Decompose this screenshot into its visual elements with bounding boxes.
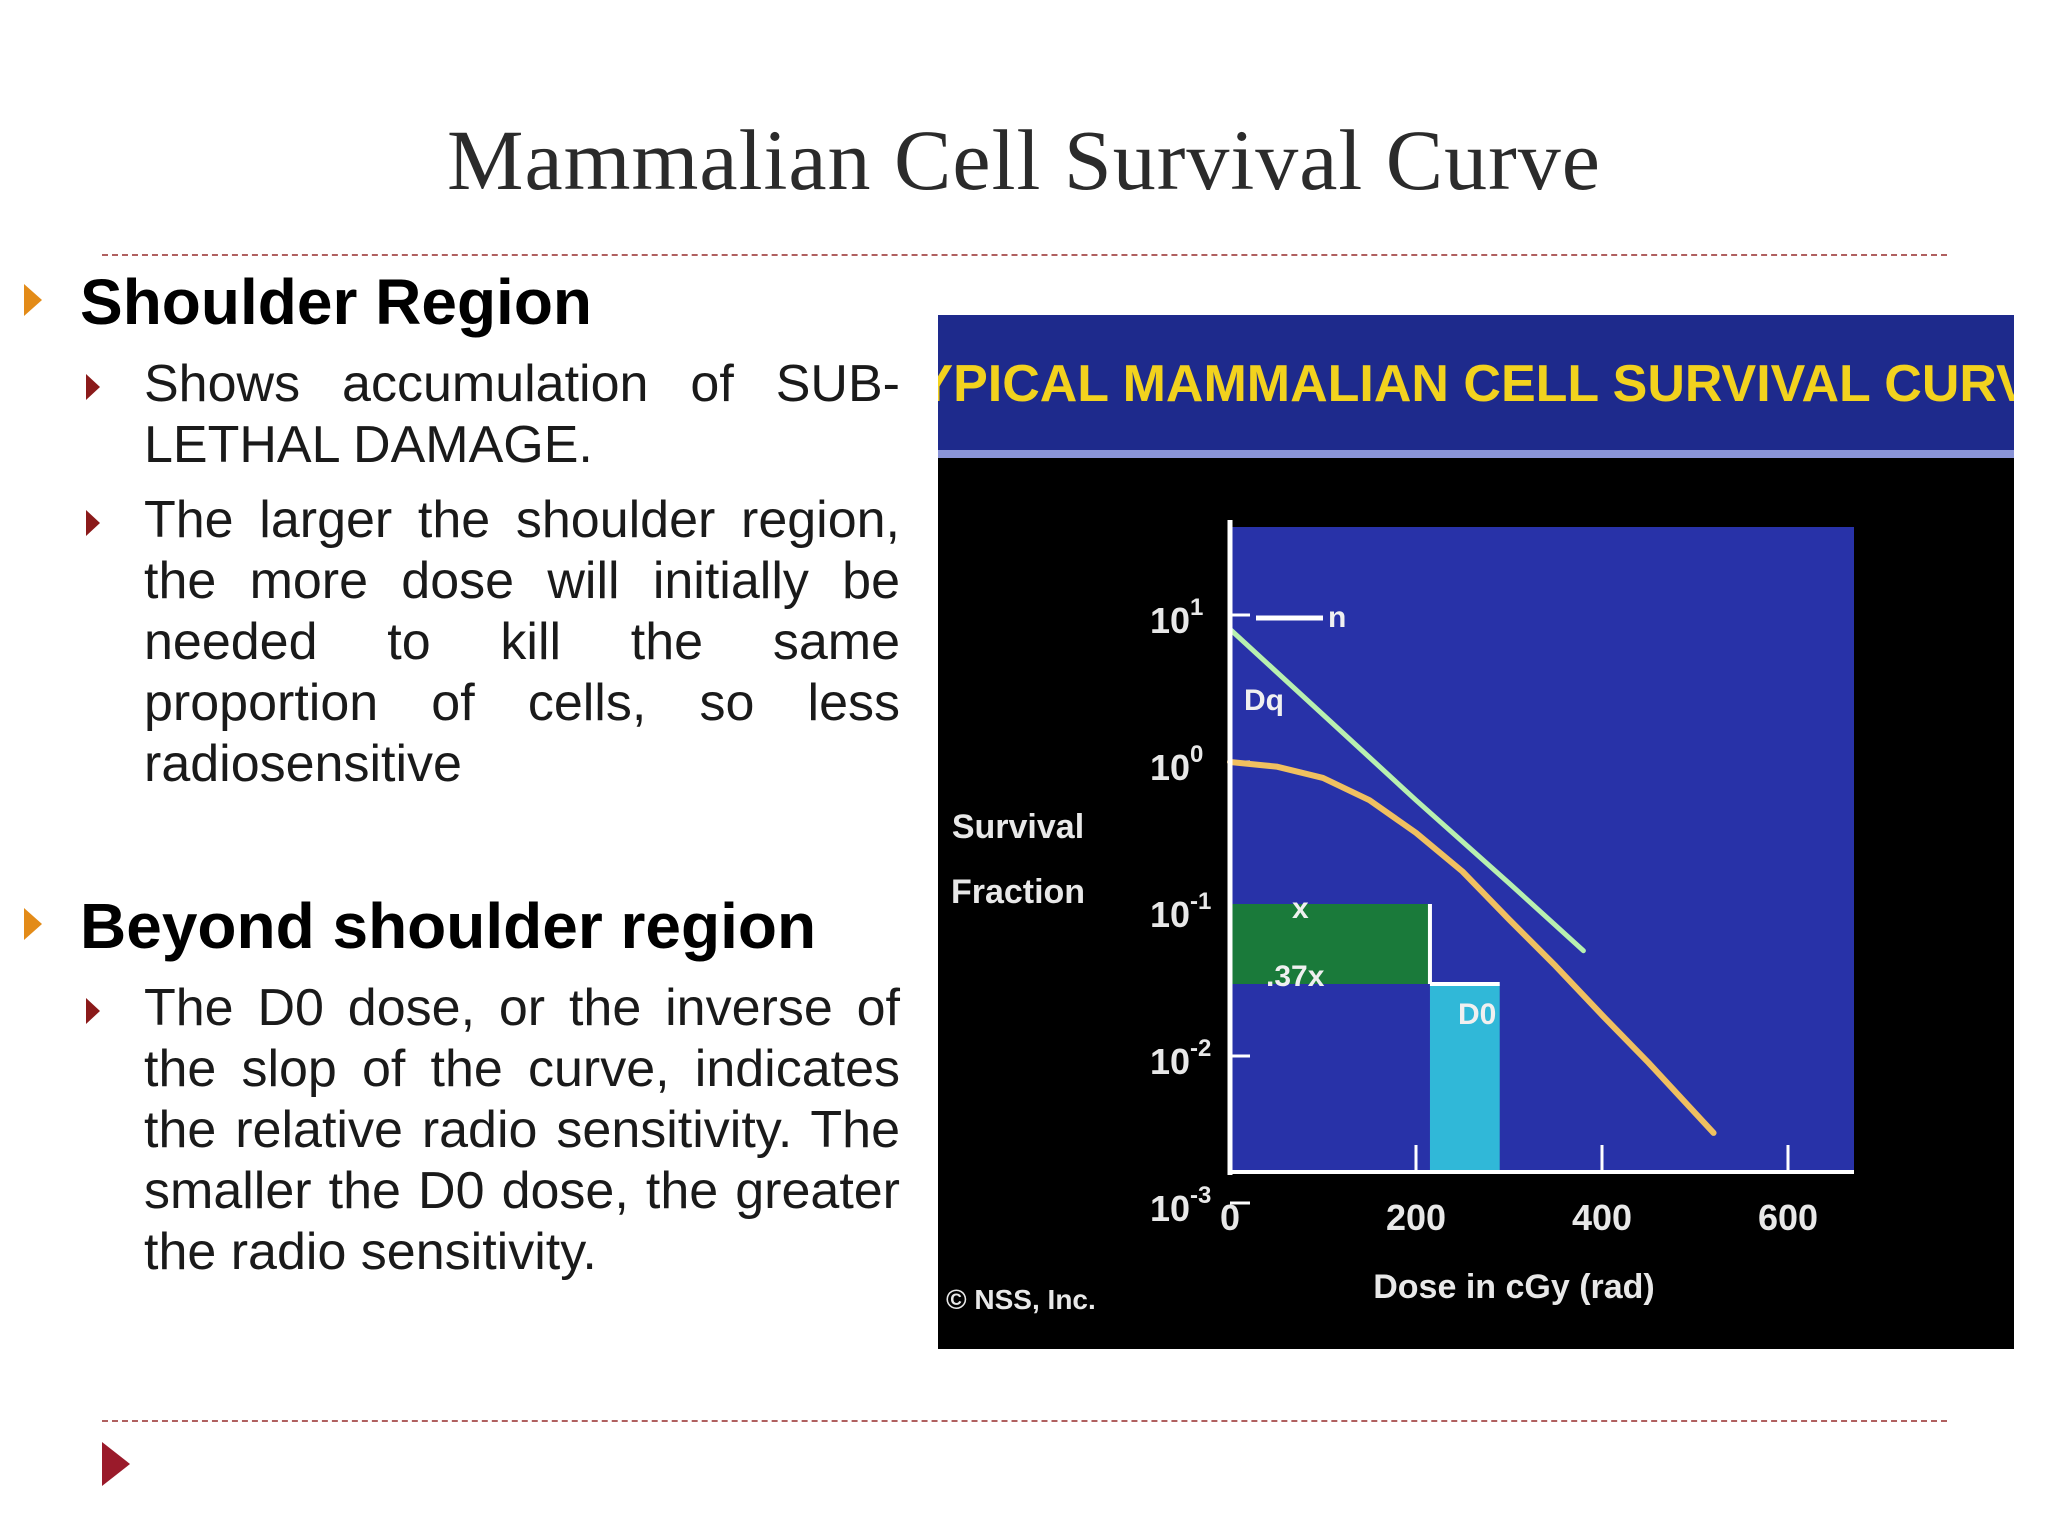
bullet-arrow-icon <box>86 510 100 536</box>
y-axis-label-line1: Survival <box>952 808 1084 846</box>
dq-label: Dq <box>1244 684 1284 717</box>
x37-label: .37x <box>1266 960 1325 993</box>
x-label: x <box>1292 892 1309 925</box>
annotation-layer: n Dq x .37x D0 <box>1232 601 1500 1172</box>
survival-band <box>1232 904 1430 984</box>
series-line <box>1227 626 1586 954</box>
d0-label: D0 <box>1458 998 1496 1031</box>
bullet-arrow-icon <box>24 284 42 316</box>
heading-text: Shoulder Region <box>80 266 592 338</box>
chart-title: TYPICAL MAMMALIAN CELL SURVIVAL CURVE <box>938 355 2014 413</box>
y-tick-label: 10-2 <box>1150 1035 1211 1082</box>
bottom-divider <box>102 1420 1947 1422</box>
y-tick-label: 101 <box>1150 594 1203 641</box>
bullet-arrow-icon <box>24 908 42 940</box>
x-tick-label: 400 <box>1572 1197 1632 1238</box>
series-line <box>1227 759 1717 1136</box>
x-tick-label: 0 <box>1220 1197 1240 1238</box>
survival-curve-figure: TYPICAL MAMMALIAN CELL SURVIVAL CURVE 10… <box>938 315 2014 1349</box>
bullet-text: The larger the shoulder region, the more… <box>144 491 900 793</box>
x-tick-label: 600 <box>1758 1197 1818 1238</box>
y-tick-label: 10-1 <box>1150 888 1211 935</box>
bullet-content: Shoulder Region Shows accumulation of SU… <box>0 0 920 1536</box>
banner-underline <box>938 450 2014 458</box>
axis-ticks: 101 100 10-1 10-2 10-30 200 400 600 <box>1150 594 1818 1238</box>
footer-arrow-icon <box>102 1442 130 1486</box>
x-tick-label: 200 <box>1386 1197 1446 1238</box>
series-layer <box>1227 626 1717 1136</box>
copyright-notice: © NSS, Inc. <box>946 1284 1096 1315</box>
bullet-arrow-icon <box>86 998 100 1024</box>
bullet-item: The larger the shoulder region, the more… <box>86 490 900 795</box>
top-divider <box>102 254 1947 256</box>
bullet-arrow-icon <box>86 374 100 400</box>
plot-area <box>1230 527 1854 1172</box>
y-tick-label: 10-3 <box>1150 1182 1211 1229</box>
bullet-text: Shows accumulation of SUB-LETHAL DAMAGE. <box>144 355 900 474</box>
y-axis-label-line2: Fraction <box>951 873 1085 911</box>
bullet-item: Shows accumulation of SUB-LETHAL DAMAGE. <box>86 354 900 476</box>
bullet-text: The D0 dose, or the inverse of the slop … <box>144 979 900 1281</box>
survival-curve-chart: TYPICAL MAMMALIAN CELL SURVIVAL CURVE 10… <box>938 315 2014 1315</box>
section-heading-shoulder: Shoulder Region <box>24 262 592 342</box>
d0-region <box>1429 984 1500 1172</box>
section-heading-beyond: Beyond shoulder region <box>24 886 816 966</box>
heading-text: Beyond shoulder region <box>80 890 817 962</box>
bullet-item: The D0 dose, or the inverse of the slop … <box>86 978 900 1283</box>
x-axis-label: Dose in cGy (rad) <box>1373 1268 1655 1306</box>
banner-bg <box>938 315 2014 455</box>
y-tick-label: 100 <box>1150 741 1203 788</box>
slide-title: Mammalian Cell Survival Curve <box>447 112 1601 208</box>
n-label: n <box>1328 601 1346 634</box>
